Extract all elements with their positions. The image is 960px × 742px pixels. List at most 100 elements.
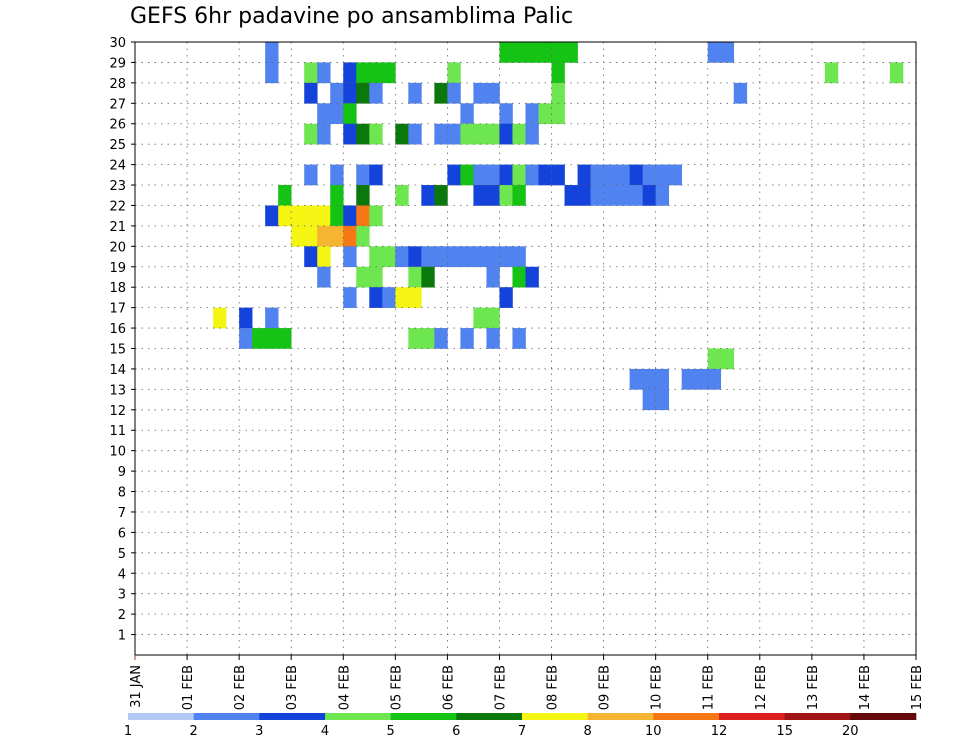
y-tick-label: 28	[109, 77, 126, 92]
heatmap-cell	[473, 124, 486, 145]
heatmap-cell	[486, 185, 499, 206]
heatmap-cell	[526, 165, 539, 186]
x-tick-label: 04 FEB	[337, 665, 352, 710]
heatmap-cell	[630, 185, 643, 206]
legend-swatch	[128, 713, 194, 720]
x-tick-label: 11 FEB	[702, 665, 717, 710]
legend-label: 3	[255, 724, 263, 739]
x-tick-label: 14 FEB	[858, 665, 873, 710]
heatmap-cell	[708, 369, 721, 390]
heatmap-cell	[499, 103, 512, 124]
heatmap-cell	[552, 62, 565, 83]
y-tick-label: 2	[118, 608, 126, 623]
heatmap-cell	[695, 369, 708, 390]
x-tick-label: 15 FEB	[910, 665, 925, 710]
x-tick-label: 08 FEB	[546, 665, 561, 710]
heatmap-cell	[356, 165, 369, 186]
legend-swatch	[653, 713, 719, 720]
heatmap-cell	[213, 308, 226, 329]
heatmap-cell	[721, 349, 734, 370]
legend-label: 20	[842, 724, 859, 739]
heatmap-cell	[578, 165, 591, 186]
heatmap-cell	[278, 205, 291, 226]
heatmap-cell	[486, 165, 499, 186]
legend-swatch	[522, 713, 588, 720]
heatmap-cell	[473, 165, 486, 186]
heatmap-cell	[552, 165, 565, 186]
legend-label: 7	[518, 724, 526, 739]
heatmap-cell	[330, 205, 343, 226]
heatmap-cell	[552, 83, 565, 104]
y-tick-label: 25	[109, 138, 126, 153]
heatmap-cell	[395, 185, 408, 206]
y-tick-label: 23	[109, 179, 126, 194]
heatmap-cell	[408, 267, 421, 288]
heatmap-cell	[239, 328, 252, 349]
legend-label: 8	[584, 724, 592, 739]
heatmap-cell	[408, 287, 421, 308]
heatmap-cell	[408, 124, 421, 145]
heatmap-cell	[499, 165, 512, 186]
heatmap-cell	[304, 165, 317, 186]
y-tick-label: 20	[109, 240, 126, 255]
y-tick-label: 26	[109, 118, 126, 133]
heatmap-cell	[239, 308, 252, 329]
legend-swatch	[588, 713, 654, 720]
y-tick-label: 21	[109, 220, 126, 235]
y-tick-label: 3	[118, 588, 126, 603]
y-tick-label: 27	[109, 97, 126, 112]
heatmap-cell	[356, 124, 369, 145]
heatmap-cell	[460, 246, 473, 267]
legend-swatch	[391, 713, 457, 720]
heatmap-cell	[526, 42, 539, 63]
heatmap-cell	[447, 83, 460, 104]
heatmap-cell	[708, 349, 721, 370]
heatmap-cell	[304, 226, 317, 247]
heatmap-cell	[604, 185, 617, 206]
heatmap-cell	[473, 185, 486, 206]
legend-swatch	[325, 713, 391, 720]
heatmap-cell	[526, 103, 539, 124]
heatmap-cell	[630, 165, 643, 186]
x-tick-label: 03 FEB	[285, 665, 300, 710]
heatmap-cell	[486, 267, 499, 288]
heatmap-cell	[356, 62, 369, 83]
y-tick-label: 29	[109, 56, 126, 71]
heatmap-cell	[656, 185, 669, 206]
heatmap-cell	[708, 42, 721, 63]
heatmap-cell	[512, 185, 525, 206]
y-tick-label: 4	[118, 567, 126, 582]
heatmap-cell	[643, 389, 656, 410]
legend-swatch	[719, 713, 785, 720]
legend-swatch	[194, 713, 260, 720]
heatmap-cell	[356, 185, 369, 206]
heatmap-cell	[512, 267, 525, 288]
x-tick-label: 07 FEB	[494, 665, 509, 710]
heatmap-cell	[539, 165, 552, 186]
heatmap-cell	[343, 83, 356, 104]
heatmap-cell	[486, 246, 499, 267]
heatmap-cell	[434, 124, 447, 145]
heatmap-cell	[382, 62, 395, 83]
heatmap-cell	[252, 328, 265, 349]
heatmap-cell	[369, 165, 382, 186]
heatmap-cell	[499, 246, 512, 267]
heatmap-cell	[434, 185, 447, 206]
y-tick-label: 11	[109, 424, 126, 439]
legend-swatch	[259, 713, 325, 720]
heatmap-cell	[473, 246, 486, 267]
heatmap-cell	[317, 124, 330, 145]
heatmap-cell	[421, 267, 434, 288]
legend-label: 1	[124, 724, 132, 739]
heatmap-cell	[343, 103, 356, 124]
heatmap-cell	[890, 62, 903, 83]
heatmap-cell	[421, 246, 434, 267]
heatmap-cell	[343, 287, 356, 308]
heatmap-cell	[499, 185, 512, 206]
legend-swatch	[456, 713, 522, 720]
heatmap-cell	[408, 83, 421, 104]
heatmap-cell	[630, 369, 643, 390]
heatmap-cell	[486, 83, 499, 104]
heatmap-cell	[552, 42, 565, 63]
y-tick-label: 22	[109, 199, 126, 214]
